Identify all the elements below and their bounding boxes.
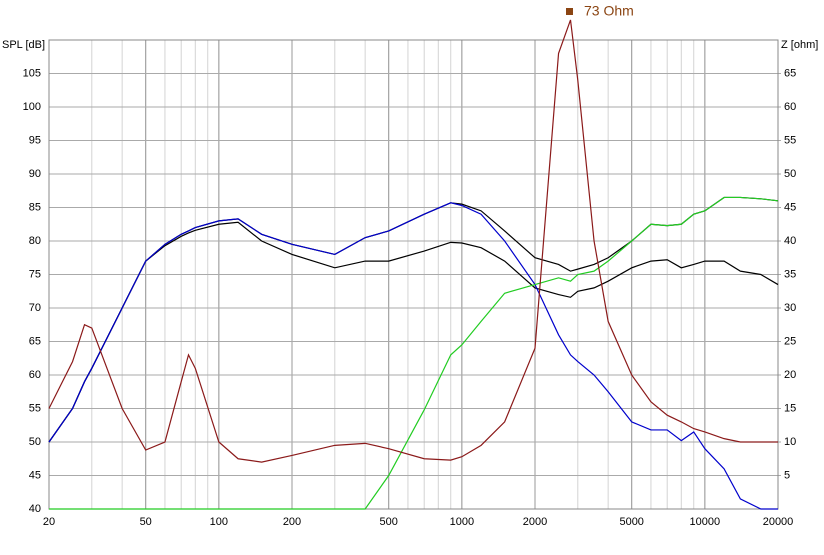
y-tick-label: 100: [23, 101, 41, 113]
y2-tick-label: 50: [784, 168, 796, 180]
line: [49, 196, 779, 510]
y-tick-label: 65: [29, 335, 41, 347]
y2-tick-label: 10: [784, 436, 796, 448]
y2-tick-label: 55: [784, 134, 796, 146]
x-tick-label: 100: [210, 516, 228, 528]
y2-axis-label: Z [ohm]: [781, 39, 818, 51]
annotation-marker: [566, 8, 573, 15]
y-tick-label: 75: [29, 268, 41, 280]
y2-tick-label: 40: [784, 235, 796, 247]
plot-frame: [48, 39, 779, 510]
y-tick-label: 85: [29, 201, 41, 213]
y-tick-label: 90: [29, 168, 41, 180]
x-tick-label: 20: [43, 516, 55, 528]
y-tick-label: 70: [29, 302, 41, 314]
line: [48, 202, 778, 510]
y2-tick-label: 5: [784, 469, 790, 481]
y-tick-label: 105: [23, 67, 41, 79]
x-tick-label: 10000: [690, 516, 721, 528]
y2-tick-label: 25: [784, 335, 796, 347]
x-tick-label: 50: [140, 516, 152, 528]
y2-tick-label: 65: [784, 67, 796, 79]
x-tick-label: 1000: [450, 516, 474, 528]
line: [48, 221, 779, 443]
y-tick-label: 80: [29, 235, 41, 247]
x-tick-label: 2000: [523, 516, 547, 528]
y-tick-label: 95: [29, 134, 41, 146]
x-tick-label: 20000: [763, 516, 794, 528]
y-tick-label: 40: [29, 503, 41, 515]
y-tick-label: 45: [29, 469, 41, 481]
y2-tick-label: 15: [784, 402, 796, 414]
y-tick-label: 60: [29, 369, 41, 381]
y2-tick-label: 45: [784, 201, 796, 213]
x-tick-label: 200: [283, 516, 301, 528]
y-tick-label: 50: [29, 436, 41, 448]
y2-tick-label: 35: [784, 268, 796, 280]
y-tick-label: 55: [29, 402, 41, 414]
line: [48, 19, 778, 463]
y2-tick-label: 20: [784, 369, 796, 381]
x-tick-label: 5000: [619, 516, 643, 528]
y-axis-label: SPL [dB]: [2, 39, 45, 51]
annotation: 73 Ohm: [584, 3, 634, 19]
y2-tick-label: 30: [784, 302, 796, 314]
x-tick-label: 500: [380, 516, 398, 528]
y2-tick-label: 60: [784, 101, 796, 113]
